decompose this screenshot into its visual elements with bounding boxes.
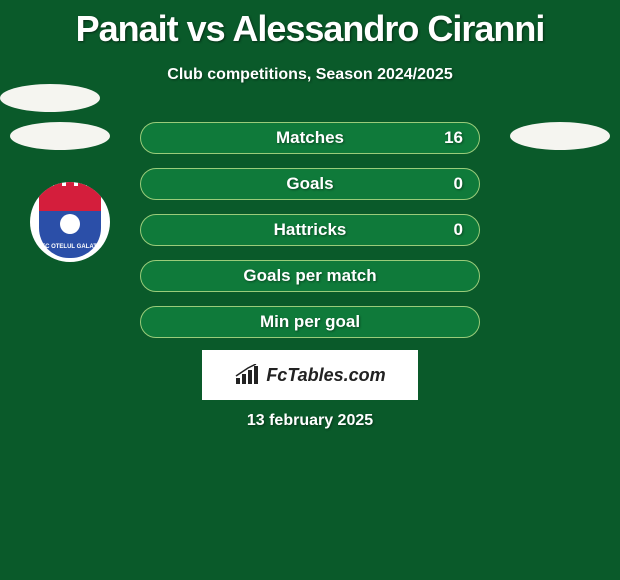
stat-row-hattricks: Hattricks 0 [140,214,480,246]
stat-row-mpg: Min per goal [140,306,480,338]
page-title: Panait vs Alessandro Ciranni [0,0,620,50]
stats-block: Matches 16 Goals 0 Hattricks 0 Goals per… [140,122,480,352]
stat-label: Matches [276,128,344,148]
stat-label: Goals per match [243,266,376,286]
crest-badge: FC OTELUL GALATI [30,182,110,262]
player-left-ellipse [10,122,110,150]
subtitle: Club competitions, Season 2024/2025 [0,66,620,84]
brand-badge[interactable]: FcTables.com [202,350,418,400]
crest-text: FC OTELUL GALATI [39,244,101,250]
stat-label: Hattricks [274,220,347,240]
footer-date: 13 february 2025 [0,412,620,430]
chart-icon [234,364,260,386]
player-right-ellipse [510,122,610,150]
comparison-container: Panait vs Alessandro Ciranni Club compet… [0,0,620,580]
stat-right-val: 0 [454,174,463,194]
stat-right-val: 0 [454,220,463,240]
stat-right-val: 16 [444,128,463,148]
stat-label: Goals [286,174,333,194]
club-left-crest: FC OTELUL GALATI [30,182,110,262]
stat-row-matches: Matches 16 [140,122,480,154]
stat-row-goals: Goals 0 [140,168,480,200]
club-right-ellipse [0,84,100,112]
brand-text: FcTables.com [266,365,385,386]
stat-label: Min per goal [260,312,360,332]
stat-row-gpm: Goals per match [140,260,480,292]
